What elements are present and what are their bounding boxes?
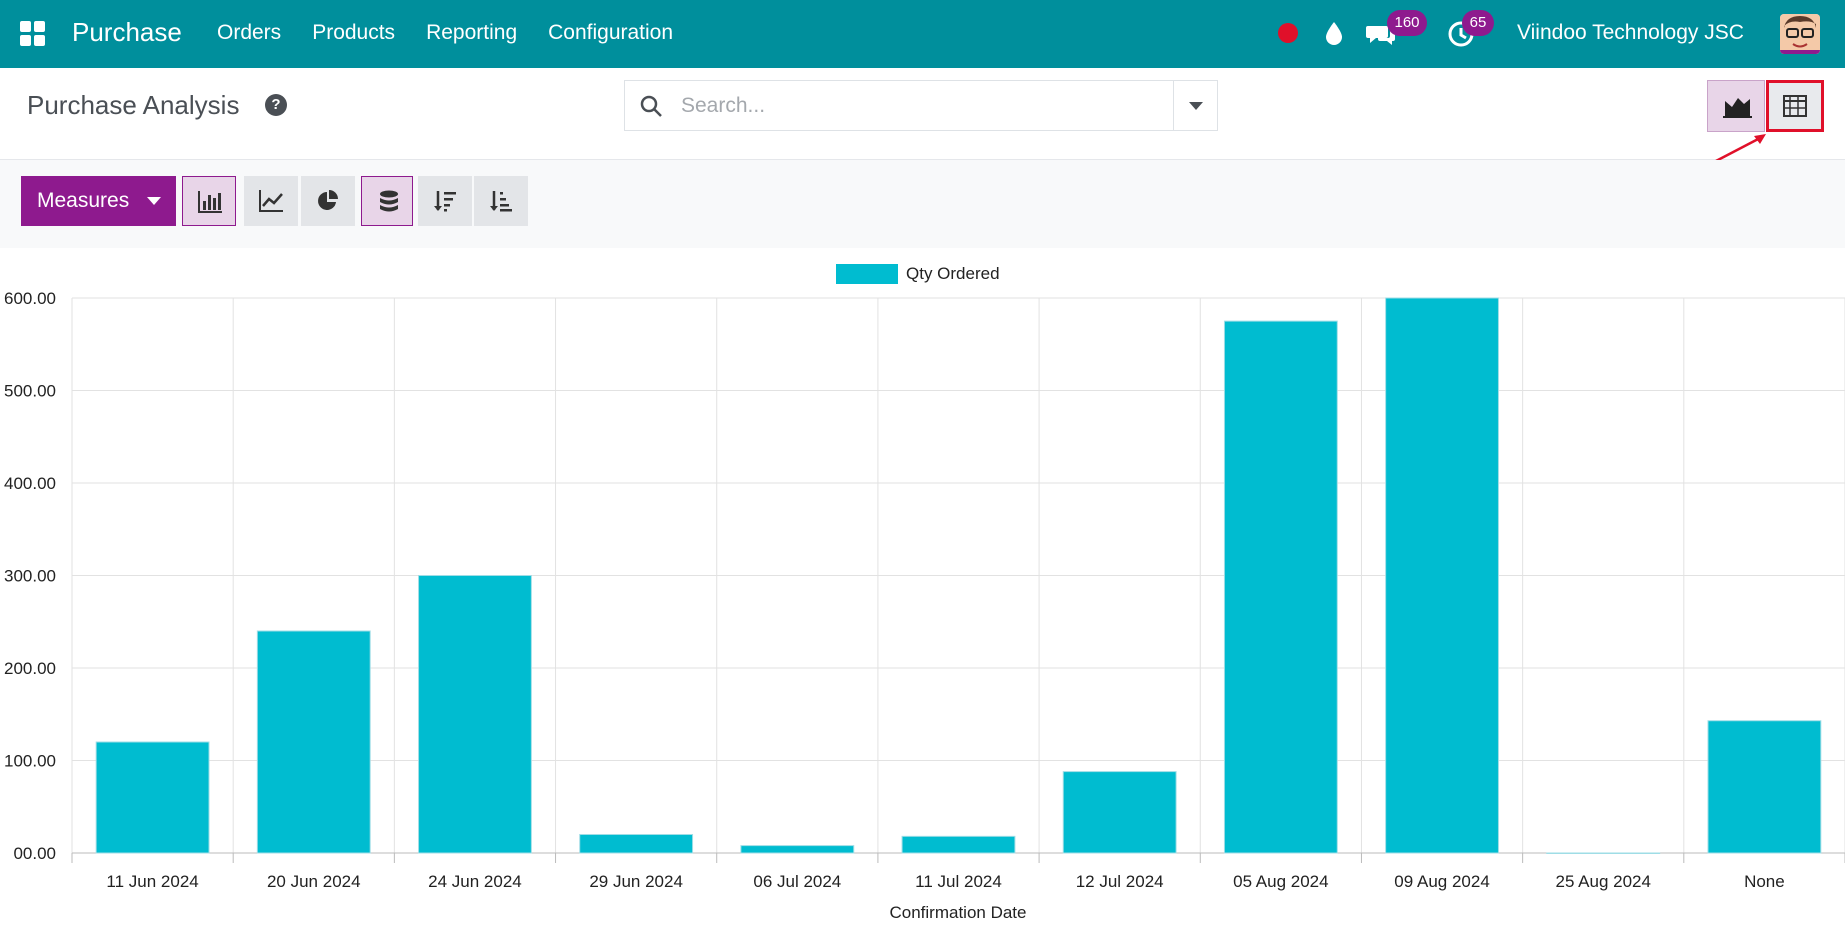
bar[interactable]	[95, 741, 210, 854]
line-chart-button[interactable]	[244, 176, 298, 226]
x-tick-label: 11 Jul 2024	[915, 872, 1002, 891]
bar-chart: 00.00 100.00 200.00 300.00 400.00 500.00 600.0…	[0, 248, 1845, 930]
menu-configuration[interactable]: Configuration	[548, 21, 674, 44]
bar[interactable]	[1385, 297, 1499, 854]
pivot-view-icon	[1783, 95, 1807, 117]
search-box	[624, 80, 1218, 131]
measures-label: Measures	[37, 189, 130, 212]
x-tick-label: 29 Jun 2024	[589, 872, 683, 891]
x-tick-label: 25 Aug 2024	[1555, 872, 1650, 891]
search-input[interactable]	[681, 89, 1141, 123]
x-tick-label: 11 Jun 2024	[106, 872, 198, 891]
bar[interactable]	[740, 845, 855, 854]
app-brand[interactable]: Purchase	[72, 17, 182, 47]
graph-view-button[interactable]	[1707, 80, 1765, 132]
y-tick-label: 500.00	[4, 382, 56, 401]
search-icon	[640, 95, 662, 117]
bar-chart-icon	[198, 191, 222, 213]
menu-products[interactable]: Products	[312, 21, 396, 44]
search-options-toggle[interactable]	[1173, 80, 1218, 131]
main-menu: Orders Products Reporting Configuration	[217, 21, 704, 45]
help-icon[interactable]: ?	[265, 94, 287, 116]
graph-toolbar: Measures	[0, 160, 1845, 248]
annotation-arrow	[1715, 134, 1766, 163]
y-tick-label: 100.00	[4, 752, 56, 771]
chat-icon[interactable]	[1366, 22, 1396, 46]
x-tick-label: 20 Jun 2024	[267, 872, 361, 891]
y-tick-label: 600.00	[4, 289, 56, 308]
sort-descending-icon	[434, 191, 456, 212]
stacked-button[interactable]	[361, 176, 413, 226]
stacked-icon	[380, 190, 398, 212]
measures-button[interactable]: Measures	[21, 176, 176, 226]
x-tick-label: 09 Aug 2024	[1394, 872, 1489, 891]
page-title: Purchase Analysis	[27, 90, 240, 120]
messages-badge: 160	[1387, 10, 1427, 36]
bar[interactable]	[1062, 771, 1177, 854]
bar[interactable]	[1707, 720, 1822, 854]
sort-descending-button[interactable]	[418, 176, 472, 226]
y-tick-label: 300.00	[4, 567, 56, 586]
record-dot-icon[interactable]	[1278, 23, 1298, 43]
chart-canvas: 00.00 100.00 200.00 300.00 400.00 500.00 600.0…	[4, 264, 1845, 922]
y-tick-label: 00.00	[13, 844, 56, 863]
menu-orders[interactable]: Orders	[217, 21, 282, 44]
x-tick-label: 06 Jul 2024	[753, 872, 841, 891]
drop-icon[interactable]	[1322, 20, 1346, 46]
y-tick-label: 400.00	[4, 474, 56, 493]
bar-chart-button[interactable]	[182, 176, 236, 226]
bar[interactable]	[901, 835, 1016, 854]
bar[interactable]	[579, 834, 694, 854]
top-navbar: Purchase Orders Products Reporting Confi…	[0, 0, 1845, 68]
company-name[interactable]: Viindoo Technology JSC	[1517, 21, 1744, 44]
menu-reporting[interactable]: Reporting	[426, 21, 518, 44]
pie-chart-icon	[318, 190, 338, 210]
chevron-down-icon	[1189, 102, 1203, 110]
bar[interactable]	[256, 630, 371, 854]
bar[interactable]	[418, 575, 532, 854]
apps-icon[interactable]	[20, 21, 46, 47]
x-tick-label: 24 Jun 2024	[428, 872, 522, 891]
line-chart-icon	[259, 190, 283, 212]
x-tick-label: None	[1744, 872, 1785, 891]
y-tick-label: 200.00	[4, 659, 56, 678]
sort-ascending-icon	[490, 191, 512, 212]
sort-ascending-button[interactable]	[474, 176, 528, 226]
legend-label[interactable]: Qty Ordered	[906, 264, 1000, 283]
graph-view-icon	[1723, 98, 1752, 118]
x-tick-label: 05 Aug 2024	[1233, 872, 1328, 891]
control-panel: Purchase Analysis ?	[0, 68, 1845, 163]
legend-swatch[interactable]	[836, 264, 898, 284]
pie-chart-button[interactable]	[301, 176, 355, 226]
x-tick-label: 12 Jul 2024	[1076, 872, 1164, 891]
avatar[interactable]	[1780, 14, 1820, 54]
bar[interactable]	[1546, 852, 1661, 854]
pivot-view-button[interactable]	[1766, 80, 1824, 132]
x-axis-title: Confirmation Date	[889, 903, 1026, 922]
bar[interactable]	[1223, 320, 1338, 854]
caret-down-icon	[147, 197, 161, 205]
activities-badge: 65	[1462, 10, 1494, 36]
